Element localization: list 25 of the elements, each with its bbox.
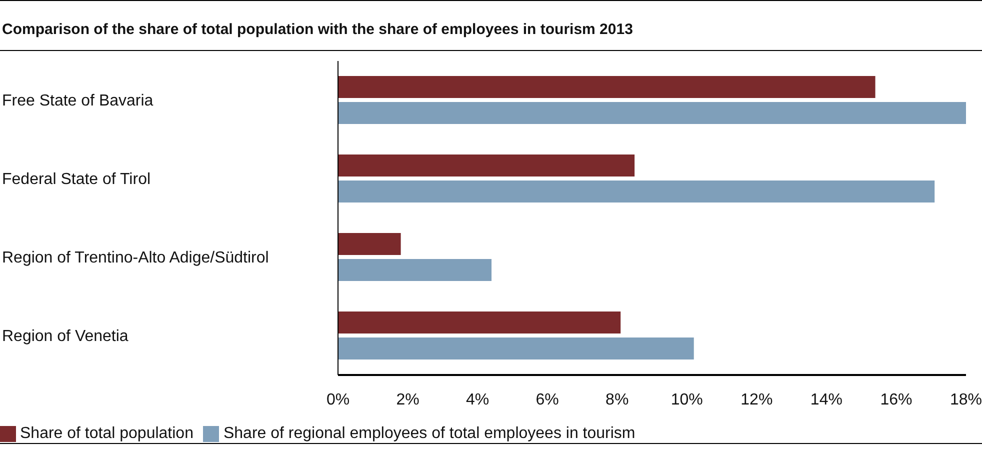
bar bbox=[338, 154, 635, 176]
x-tick-label: 8% bbox=[606, 391, 629, 408]
y-tick-label: Region of Trentino-Alto Adige/Südtirol bbox=[2, 249, 269, 266]
bar bbox=[338, 259, 492, 281]
legend-label: Share of total population bbox=[20, 425, 194, 442]
x-tick-label: 0% bbox=[326, 391, 350, 408]
x-tick-label: 10% bbox=[670, 391, 703, 408]
x-tick-label: 12% bbox=[740, 391, 773, 408]
legend-label: Share of regional employees of total employees in tourism bbox=[223, 425, 636, 442]
y-tick-label: Region of Venetia bbox=[2, 328, 128, 345]
x-tick-label: 18% bbox=[950, 391, 982, 408]
bar bbox=[338, 312, 621, 334]
y-tick-label: Free State of Bavaria bbox=[2, 92, 154, 110]
chart-title: Comparison of the share of total population with the share of employees in tourism 2013 bbox=[0, 0, 982, 51]
y-tick-label: Federal State of Tirol bbox=[2, 170, 151, 188]
bar bbox=[338, 76, 876, 98]
x-tick-label: 14% bbox=[810, 391, 842, 408]
bar bbox=[338, 338, 694, 360]
x-tick-label: 2% bbox=[396, 391, 420, 408]
x-tick-label: 6% bbox=[536, 391, 559, 408]
x-tick-label: 4% bbox=[466, 391, 490, 408]
bar bbox=[338, 233, 401, 255]
bar bbox=[338, 102, 966, 124]
x-tick-label: 16% bbox=[880, 391, 912, 408]
bar bbox=[338, 180, 935, 202]
